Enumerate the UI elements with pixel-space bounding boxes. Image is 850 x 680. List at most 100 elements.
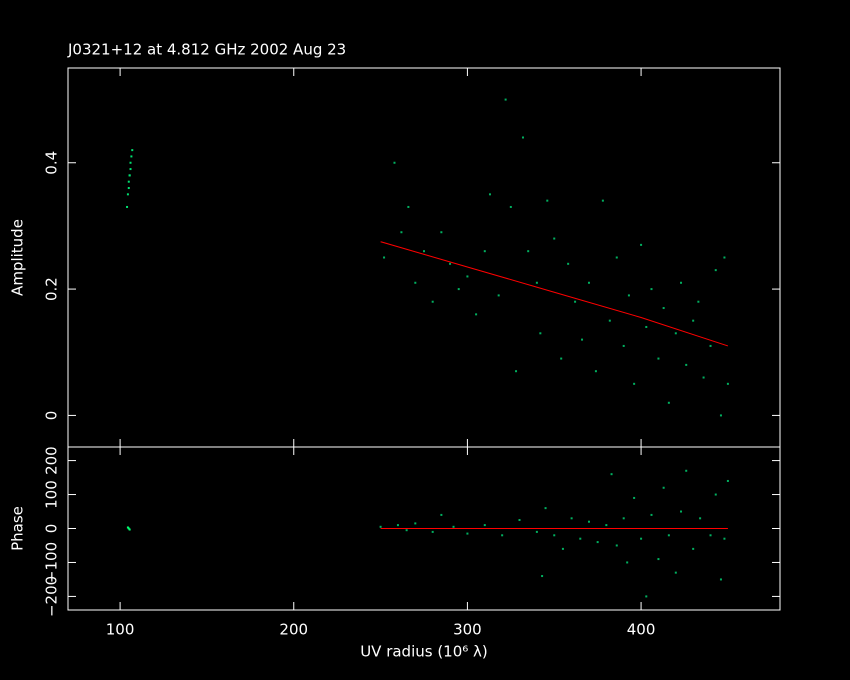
data-point [657, 558, 660, 561]
data-point [714, 493, 717, 496]
data-point [633, 496, 636, 499]
data-point [131, 149, 134, 152]
data-point [570, 517, 573, 520]
data-point [709, 534, 712, 537]
data-point [723, 537, 726, 540]
data-point [581, 338, 584, 341]
chart-title: J0321+12 at 4.812 GHz 2002 Aug 23 [67, 41, 346, 59]
data-point [127, 527, 130, 530]
y-tick-label: 100 [43, 480, 61, 509]
data-point [685, 363, 688, 366]
data-point [650, 513, 653, 516]
data-point [640, 243, 643, 246]
y-tick-label: 0 [43, 524, 61, 534]
data-point [504, 98, 507, 101]
data-point [723, 256, 726, 259]
data-point [699, 517, 702, 520]
data-point [407, 205, 410, 208]
data-point [680, 281, 683, 284]
data-point [626, 561, 629, 564]
data-point [587, 281, 590, 284]
data-point [622, 344, 625, 347]
data-point [405, 529, 408, 532]
x-tick-label: 100 [106, 621, 135, 639]
data-point [702, 376, 705, 379]
data-point [608, 319, 611, 322]
data-point [714, 269, 717, 272]
data-point [466, 532, 469, 535]
data-point [645, 325, 648, 328]
x-tick-label: 400 [627, 621, 656, 639]
y-tick-label: −200 [43, 576, 61, 617]
data-point [431, 530, 434, 533]
data-point [594, 370, 597, 373]
data-point [719, 414, 722, 417]
data-point [126, 193, 129, 196]
data-point [567, 262, 570, 265]
y-tick-label: 0.2 [43, 277, 61, 301]
y-tick-label: 0 [43, 411, 61, 421]
data-point [697, 300, 700, 303]
data-point [379, 525, 382, 528]
data-point [692, 547, 695, 550]
data-point [518, 519, 521, 522]
x-tick-label: 300 [453, 621, 482, 639]
data-point [515, 370, 518, 373]
data-point [650, 288, 653, 291]
data-point [640, 537, 643, 540]
data-point [544, 507, 547, 510]
data-point [126, 526, 129, 529]
x-axis-label: UV radius (10⁶ λ) [360, 643, 488, 661]
data-point [662, 307, 665, 310]
data-point [615, 544, 618, 547]
data-point [667, 534, 670, 537]
data-point [475, 313, 478, 316]
data-point [400, 231, 403, 234]
data-point [423, 250, 425, 253]
data-point [685, 469, 688, 472]
data-point [488, 193, 491, 196]
data-point [553, 534, 556, 537]
y-tick-label: 200 [43, 446, 61, 475]
data-point [393, 161, 396, 164]
data-point [452, 525, 455, 528]
data-point [414, 281, 417, 284]
data-point [615, 256, 618, 259]
data-point [466, 275, 469, 278]
data-point [657, 357, 660, 360]
data-point [128, 174, 131, 177]
data-point [414, 522, 417, 525]
data-point [535, 281, 538, 284]
data-point [633, 382, 636, 385]
data-point [440, 231, 443, 234]
data-point [457, 288, 460, 291]
data-point [483, 250, 486, 253]
data-point [610, 473, 613, 476]
y-tick-label: 0.4 [43, 151, 61, 175]
data-point [662, 486, 665, 489]
data-point [383, 256, 386, 259]
data-point [574, 300, 577, 303]
y-axis-label: Amplitude [9, 219, 27, 296]
data-point [674, 332, 677, 335]
y-axis-label: Phase [9, 506, 27, 551]
data-point [440, 513, 443, 516]
data-point [539, 332, 542, 335]
data-point [667, 401, 670, 404]
data-point [497, 294, 500, 297]
data-point [127, 187, 130, 190]
data-point [719, 578, 722, 581]
data-point [579, 537, 582, 540]
data-point [561, 547, 564, 550]
data-point [128, 528, 131, 531]
data-point [622, 517, 625, 520]
data-point [501, 534, 504, 537]
data-point [126, 205, 129, 208]
data-point [396, 524, 399, 527]
data-point [521, 136, 524, 139]
data-point [601, 199, 604, 202]
data-point [535, 530, 538, 533]
model-line [380, 241, 729, 347]
y-tick-label: −100 [43, 542, 61, 583]
